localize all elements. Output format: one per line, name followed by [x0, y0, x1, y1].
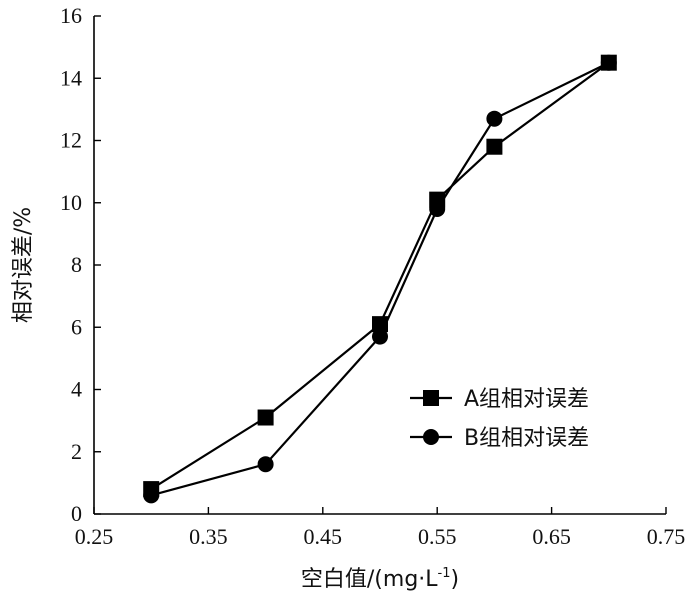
x-tick-label: 0.65 — [532, 524, 571, 549]
x-axis-title-superscript: -1 — [438, 566, 451, 581]
x-tick-label: 0.45 — [304, 524, 343, 549]
data-point-circle — [429, 200, 446, 217]
legend-marker — [423, 390, 439, 406]
y-tick-label: 8 — [71, 252, 82, 277]
y-tick-label: 0 — [71, 501, 82, 526]
y-tick-label: 16 — [60, 3, 82, 28]
legend-label: B组相对误差 — [464, 426, 589, 451]
series-b — [143, 54, 617, 504]
x-axis-title: 空白值/(mg·L-1) — [301, 566, 459, 592]
data-point-square — [486, 138, 503, 155]
data-point-circle — [486, 110, 503, 127]
data-point-square — [257, 409, 274, 426]
series-line — [150, 61, 610, 491]
y-axis-ticks: 0 2 4 6 8 10 12 14 16 — [60, 3, 101, 526]
legend-label: A组相对误差 — [464, 387, 589, 412]
legend-item: A组相对误差 — [410, 387, 589, 412]
data-point-circle — [257, 456, 274, 473]
data-point-circle — [372, 328, 388, 345]
series-layer — [143, 54, 617, 504]
y-tick-label: 14 — [60, 65, 82, 90]
legend: A组相对误差 B组相对误差 — [410, 387, 589, 451]
y-tick-label: 2 — [71, 439, 82, 464]
series-line — [150, 61, 610, 497]
data-point-circle — [600, 54, 617, 71]
x-tick-label: 0.25 — [75, 524, 114, 549]
legend-item: B组相对误差 — [410, 426, 589, 451]
x-axis-ticks: 0.25 0.35 0.45 0.55 0.65 0.75 — [75, 507, 686, 549]
x-tick-label: 0.75 — [647, 524, 686, 549]
y-tick-label: 4 — [71, 377, 82, 402]
x-tick-label: 0.35 — [189, 524, 228, 549]
y-tick-label: 6 — [71, 314, 82, 339]
y-tick-label: 12 — [60, 128, 82, 153]
x-tick-label: 0.55 — [418, 524, 457, 549]
y-axis-title: 相对误差/% — [11, 207, 36, 323]
data-point-circle — [143, 487, 160, 504]
y-tick-label: 10 — [60, 190, 82, 215]
legend-marker — [423, 429, 439, 445]
